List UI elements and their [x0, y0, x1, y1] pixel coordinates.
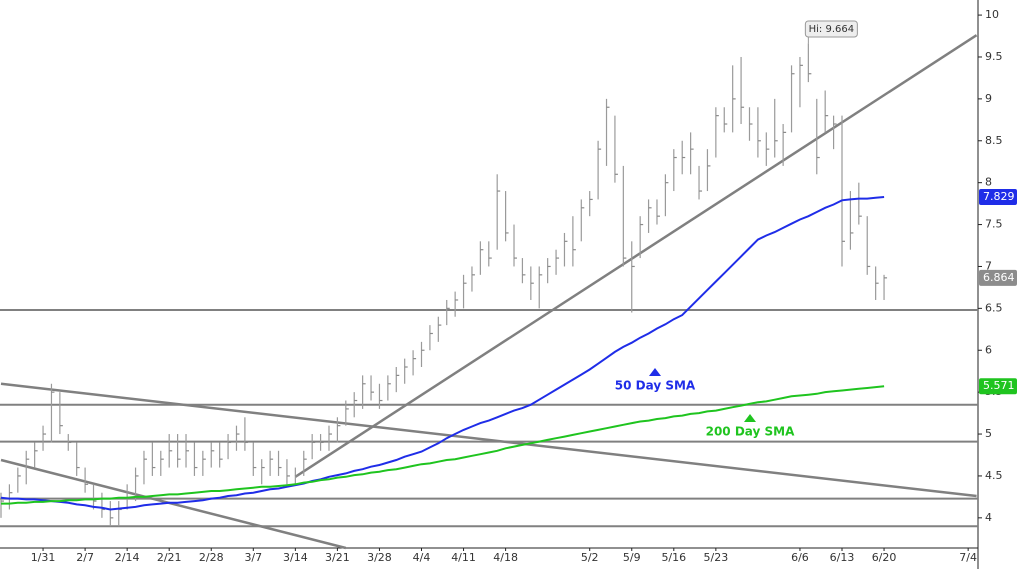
last-value-box [979, 378, 1017, 395]
x-tick-label: 5/16 [661, 551, 686, 564]
trendline [294, 34, 978, 478]
x-tick-label: 4/4 [413, 551, 431, 564]
last-close-box [979, 269, 1017, 286]
y-tick-label: 9.5 [985, 50, 1003, 63]
trendline [0, 458, 347, 550]
y-tick-label: 9 [985, 92, 992, 105]
y-tick-label: 6 [985, 343, 992, 356]
x-tick-label: 7/4 [959, 551, 977, 564]
x-tick-label: 2/14 [115, 551, 140, 564]
last-value-box [979, 188, 1017, 205]
y-tick-label: 6.5 [985, 301, 1003, 314]
last-value-label: 7.829 [983, 190, 1015, 203]
last-value-label: 5.571 [983, 379, 1015, 392]
x-tick-label: 3/21 [325, 551, 350, 564]
y-tick-label: 7 [985, 259, 992, 272]
y-tick-label: 4.5 [985, 469, 1003, 482]
x-tick-label: 5/9 [623, 551, 641, 564]
x-tick-label: 2/28 [199, 551, 224, 564]
y-tick-label: 4 [985, 511, 992, 524]
x-tick-label: 6/6 [791, 551, 809, 564]
x-tick-label: 6/13 [830, 551, 855, 564]
y-tick-label: 8 [985, 176, 992, 189]
last-close-label: 6.864 [983, 271, 1015, 284]
high-callout-box [804, 20, 858, 38]
x-tick-label: 2/21 [157, 551, 182, 564]
x-tick-label: 3/7 [244, 551, 262, 564]
x-tick-label: 2/7 [76, 551, 94, 564]
moving-average-line [0, 196, 885, 511]
high-callout-label: Hi: 9.664 [809, 24, 854, 35]
legend-label: 200 Day SMA [706, 425, 796, 439]
legend-label: 50 Day SMA [615, 379, 696, 393]
y-tick-label: 7.5 [985, 218, 1003, 231]
legend-marker [744, 414, 756, 422]
y-tick-label: 8.5 [985, 134, 1003, 147]
moving-average-line [1, 385, 885, 505]
x-tick-label: 4/18 [493, 551, 518, 564]
x-tick-label: 1/31 [31, 551, 56, 564]
x-tick-label: 3/28 [367, 551, 392, 564]
x-tick-label: 4/11 [451, 551, 476, 564]
y-tick-label: 5 [985, 427, 992, 440]
x-tick-label: 5/2 [581, 551, 599, 564]
x-tick-label: 3/14 [283, 551, 308, 564]
trendline [0, 382, 977, 498]
x-tick-label: 6/20 [872, 551, 897, 564]
legend-marker [649, 368, 661, 376]
y-tick-label: 10 [985, 8, 999, 21]
x-tick-label: 5/23 [703, 551, 728, 564]
